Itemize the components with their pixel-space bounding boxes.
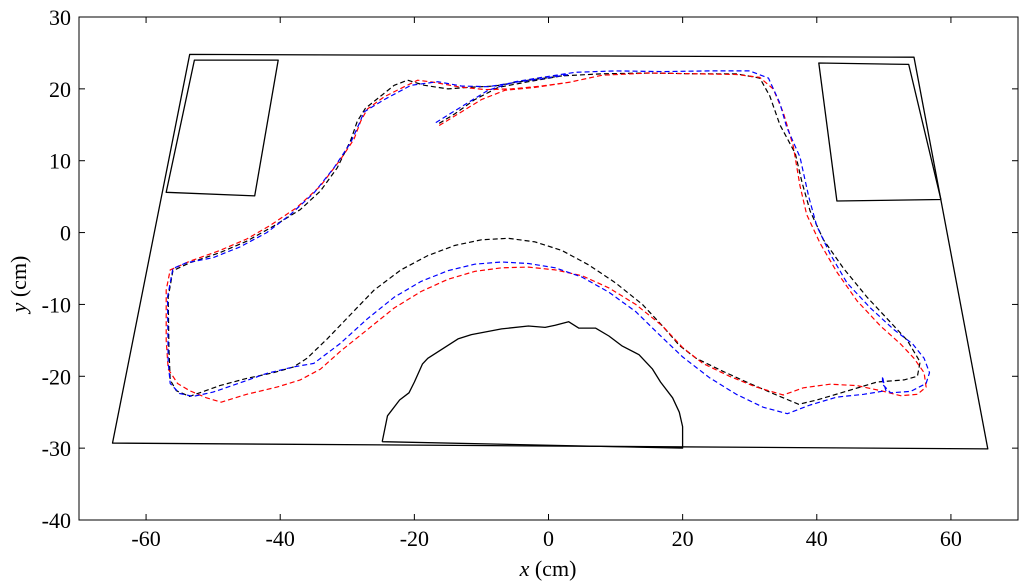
series-red-trajectory: [165, 72, 927, 403]
y-tick-label: 30: [49, 5, 71, 30]
x-tick-label: 20: [672, 526, 694, 551]
x-tick-label: 0: [543, 526, 554, 551]
y-axis-label: y (cm): [6, 256, 31, 315]
right-obstacle: [818, 62, 942, 202]
x-axis-label-unit: (cm): [529, 556, 576, 581]
y-axis-label-unit: (cm): [6, 256, 31, 303]
x-tick-label: -60: [131, 526, 160, 551]
y-tick-label: -20: [42, 364, 71, 389]
y-tick-label: 20: [49, 77, 71, 102]
series-black-trajectory: [167, 72, 921, 405]
x-tick-label: -40: [266, 526, 295, 551]
arena-shapes: [111, 53, 989, 450]
y-tick-label: -30: [42, 436, 71, 461]
bottom-obstacle: [381, 321, 684, 449]
series-blue-trajectory: [166, 70, 931, 415]
y-axis-label-variable: y: [6, 302, 31, 314]
y-tick-label: 0: [60, 221, 71, 246]
x-tick-label: 60: [940, 526, 962, 551]
x-tick-label: -20: [400, 526, 429, 551]
y-tick-label: -40: [42, 508, 71, 533]
y-tick-label: 10: [49, 149, 71, 174]
x-axis-label: x (cm): [519, 556, 577, 581]
left-obstacle: [165, 59, 279, 197]
x-tick-label: 40: [806, 526, 828, 551]
axes: -60 -40 -20 0 20 40 60 -40 -30 -20 -10 0 10 20 30: [42, 5, 1019, 551]
trajectory-series: [165, 70, 931, 415]
y-tick-label: -10: [42, 292, 71, 317]
outer-boundary: [111, 53, 989, 450]
x-axis-label-variable: x: [519, 556, 530, 581]
